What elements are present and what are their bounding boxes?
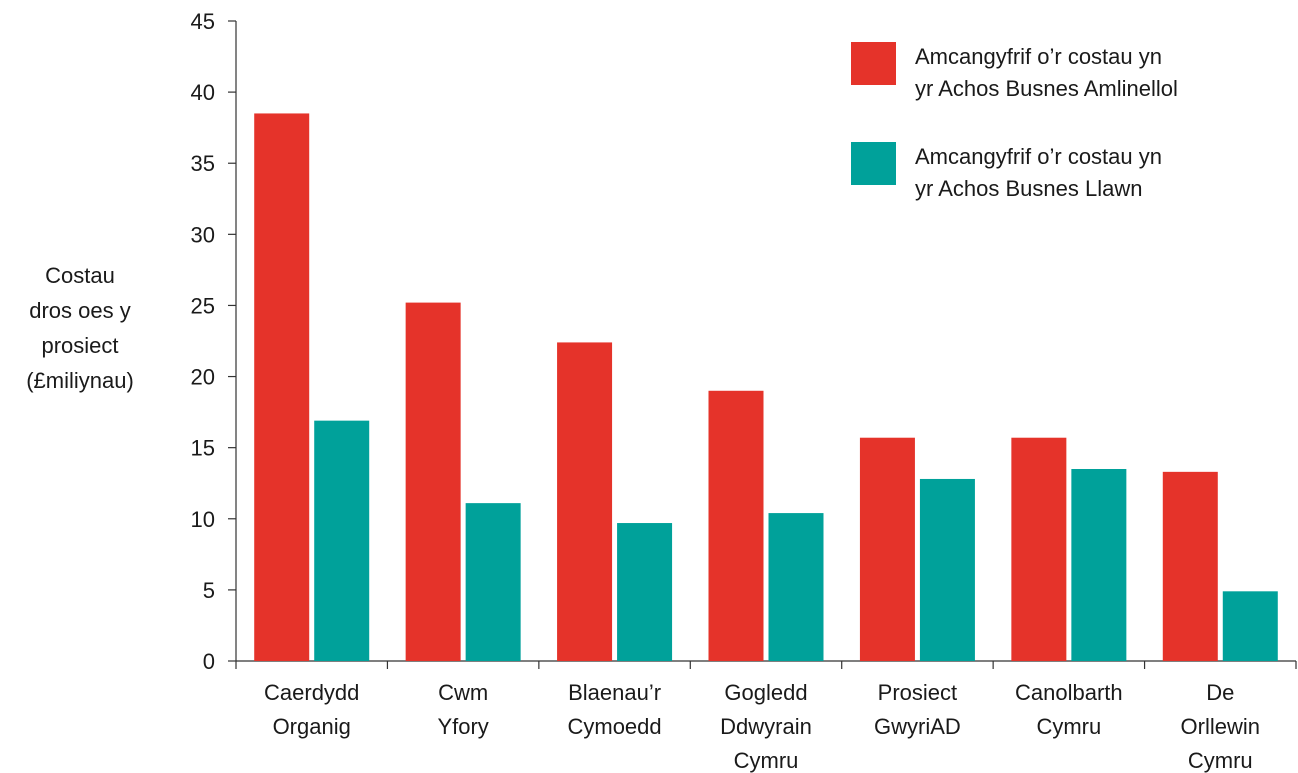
bar-series-2 xyxy=(1222,591,1278,661)
bar-series-1 xyxy=(557,342,613,661)
bar-series-1 xyxy=(254,113,310,661)
legend-label-line: yr Achos Busnes Amlinellol xyxy=(915,76,1178,101)
bar-series-1 xyxy=(1162,471,1218,661)
x-category-label: Cwm Yfory xyxy=(437,680,488,739)
y-tick-label: 25 xyxy=(191,293,215,318)
legend-swatch xyxy=(851,42,896,85)
legend-label-line: yr Achos Busnes Llawn xyxy=(915,176,1142,201)
legend-label: Amcangyfrif o’r costau yn yr Achos Busnes… xyxy=(915,144,1162,201)
bar-series-1 xyxy=(405,302,461,661)
bar-series-2 xyxy=(617,523,673,661)
legend: Amcangyfrif o’r costau yn yr Achos Busnes… xyxy=(851,42,1178,201)
y-tick-label: 0 xyxy=(203,649,215,674)
legend-swatch xyxy=(851,142,896,185)
x-category-label: Gogledd Ddwyrain Cymru xyxy=(720,680,812,773)
y-axis-title-line: (£miliynau) xyxy=(26,368,134,393)
x-category-label-line: Orllewin xyxy=(1181,714,1260,739)
bar-series-1 xyxy=(708,390,764,661)
x-category-label-line: Yfory xyxy=(437,714,488,739)
x-category-label-line: Cymru xyxy=(1036,714,1101,739)
x-category-label-line: Cymru xyxy=(734,748,799,773)
legend-label-line: Amcangyfrif o’r costau yn xyxy=(915,144,1162,169)
y-tick-label: 20 xyxy=(191,365,215,390)
x-category-label-line: Caerdydd xyxy=(264,680,359,705)
legend-label: Amcangyfrif o’r costau yn yr Achos Busnes… xyxy=(915,44,1178,101)
x-category-label-line: Cymru xyxy=(1188,748,1253,773)
x-category-label-line: Organig xyxy=(273,714,351,739)
x-category-label-line: Prosiect xyxy=(878,680,957,705)
y-axis-title-line: dros oes y xyxy=(29,298,131,323)
x-category-label-line: De xyxy=(1206,680,1234,705)
y-tick-label: 45 xyxy=(191,9,215,34)
legend-label-line: Amcangyfrif o’r costau yn xyxy=(915,44,1162,69)
x-category-label-line: Canolbarth xyxy=(1015,680,1123,705)
x-category-label: De Orllewin Cymru xyxy=(1181,680,1260,773)
x-category-label: Blaenau’r Cymoedd xyxy=(567,680,661,739)
y-axis-label: Costau dros oes y prosiect (£miliynau) xyxy=(26,263,134,393)
x-axis: Caerdydd Organig Cwm Yfory Blaenau’r Cymoedd G… xyxy=(235,660,1297,773)
x-category-label: Caerdydd Organig xyxy=(264,680,359,739)
y-tick-label: 30 xyxy=(191,222,215,247)
y-axis-title: Costau dros oes y prosiect (£miliynau) xyxy=(26,263,134,393)
x-category-label-line: Gogledd xyxy=(724,680,807,705)
y-tick-label: 35 xyxy=(191,151,215,176)
bar-series-2 xyxy=(1071,469,1127,661)
x-category-label: Canolbarth Cymru xyxy=(1015,680,1123,739)
x-category-label-line: Ddwyrain xyxy=(720,714,812,739)
y-axis-title-line: prosiect xyxy=(41,333,118,358)
x-category-label-line: GwyriAD xyxy=(874,714,961,739)
x-category-label-line: Cwm xyxy=(438,680,488,705)
x-category-label-line: Cymoedd xyxy=(567,714,661,739)
bar-series-2 xyxy=(465,503,521,661)
y-tick-label: 15 xyxy=(191,436,215,461)
x-category-label: Prosiect GwyriAD xyxy=(874,680,961,739)
y-axis-title-line: Costau xyxy=(45,263,115,288)
y-tick-label: 40 xyxy=(191,80,215,105)
y-tick-label: 5 xyxy=(203,578,215,603)
y-axis: 0 5 10 15 20 25 30 35 40 45 xyxy=(191,9,237,674)
bar-series-2 xyxy=(314,420,370,661)
y-tick-label: 10 xyxy=(191,507,215,532)
bars xyxy=(254,113,1278,661)
x-category-label-line: Blaenau’r xyxy=(568,680,661,705)
bar-series-1 xyxy=(859,437,915,661)
bar-series-1 xyxy=(1011,437,1067,661)
bar-series-2 xyxy=(919,478,975,661)
bar-series-2 xyxy=(768,513,824,661)
